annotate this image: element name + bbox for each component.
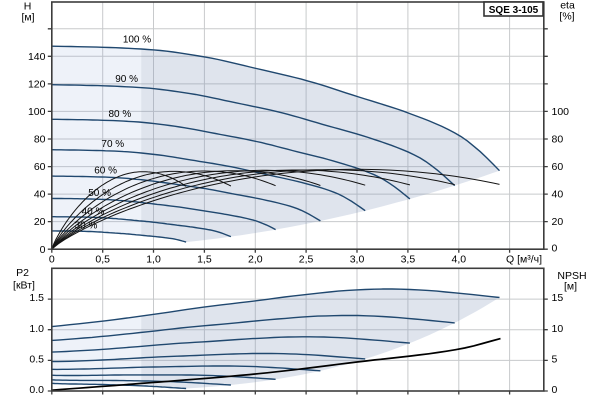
svg-text:[м]: [м] (564, 280, 577, 292)
svg-text:40 %: 40 % (82, 206, 105, 217)
svg-text:60: 60 (552, 161, 564, 173)
svg-text:0: 0 (49, 254, 55, 266)
svg-text:1,5: 1,5 (197, 254, 212, 266)
svg-text:140: 140 (28, 51, 46, 63)
svg-text:100 %: 100 % (123, 34, 151, 45)
svg-text:0.5: 0.5 (29, 354, 44, 366)
svg-text:20: 20 (34, 216, 46, 228)
svg-text:20: 20 (552, 216, 564, 228)
svg-text:40: 40 (552, 189, 564, 201)
svg-text:100: 100 (552, 106, 570, 118)
svg-text:0,5: 0,5 (95, 254, 110, 266)
svg-text:0: 0 (552, 243, 558, 255)
svg-text:4,0: 4,0 (451, 254, 466, 266)
svg-text:[кВт]: [кВт] (13, 279, 35, 291)
svg-text:70 %: 70 % (101, 139, 124, 150)
svg-text:5: 5 (552, 354, 558, 366)
svg-text:120: 120 (28, 79, 46, 91)
svg-text:50 %: 50 % (88, 188, 111, 199)
svg-text:3,0: 3,0 (350, 254, 365, 266)
svg-text:80: 80 (552, 134, 564, 146)
svg-text:90 %: 90 % (115, 74, 138, 85)
svg-text:SQE 3-105: SQE 3-105 (489, 5, 539, 16)
svg-text:10: 10 (552, 323, 564, 335)
svg-text:80 %: 80 % (109, 109, 132, 120)
svg-text:80: 80 (34, 134, 46, 146)
svg-text:30 %: 30 % (75, 221, 98, 232)
svg-text:1.5: 1.5 (29, 292, 44, 304)
svg-text:60: 60 (34, 161, 46, 173)
svg-text:3,5: 3,5 (401, 254, 416, 266)
svg-text:[%]: [%] (559, 11, 574, 23)
svg-text:Q [м³/ч]: Q [м³/ч] (506, 254, 542, 266)
svg-text:2,0: 2,0 (248, 254, 263, 266)
svg-text:H: H (24, 0, 32, 12)
svg-text:0: 0 (40, 244, 46, 256)
svg-text:P2: P2 (16, 267, 29, 279)
svg-text:NPSH: NPSH (557, 270, 586, 282)
svg-text:1.0: 1.0 (29, 323, 44, 335)
svg-text:[м]: [м] (21, 12, 34, 24)
svg-text:eta: eta (560, 0, 575, 11)
svg-text:0.0: 0.0 (29, 384, 44, 396)
svg-text:100: 100 (28, 106, 46, 118)
svg-text:40: 40 (34, 189, 46, 201)
svg-text:15: 15 (552, 292, 564, 304)
svg-text:0: 0 (552, 384, 558, 396)
svg-text:2,5: 2,5 (299, 254, 314, 266)
svg-text:60 %: 60 % (94, 166, 117, 177)
svg-text:1,0: 1,0 (146, 254, 161, 266)
